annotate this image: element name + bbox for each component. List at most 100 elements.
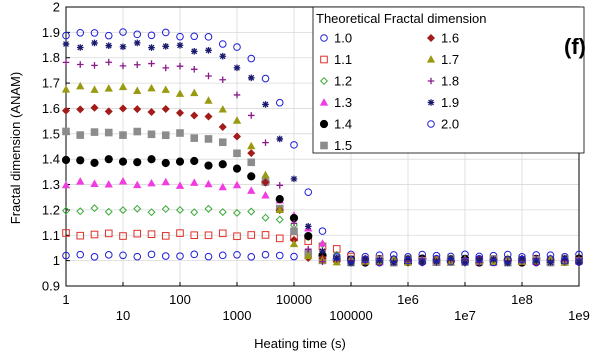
- data-point: [575, 258, 583, 266]
- legend-marker: [320, 141, 328, 150]
- data-point: [261, 170, 270, 179]
- x-axis-title: Heating time (s): [254, 336, 346, 351]
- data-point: [247, 158, 256, 167]
- data-point: [147, 108, 156, 117]
- data-point: [161, 105, 170, 114]
- data-point: [276, 182, 284, 189]
- data-point: [147, 208, 156, 217]
- data-point: [204, 179, 213, 188]
- data-point: [332, 253, 341, 261]
- data-point: [105, 42, 113, 49]
- data-point: [275, 215, 284, 224]
- data-point: [61, 85, 71, 93]
- data-point: [62, 229, 70, 237]
- data-point: [275, 234, 284, 243]
- legend-label: 1.3: [334, 95, 352, 110]
- data-point: [204, 252, 213, 261]
- data-point: [318, 239, 327, 247]
- data-point: [262, 101, 269, 108]
- legend-label: 1.1: [334, 52, 352, 67]
- y-tick-label: 1.6: [42, 101, 60, 116]
- data-point: [104, 207, 113, 216]
- data-point: [290, 252, 298, 261]
- data-point: [418, 258, 427, 267]
- x-tick-label: 100000: [329, 308, 372, 323]
- data-point: [105, 58, 113, 66]
- legend-label: 1.5: [334, 138, 352, 153]
- data-point: [404, 254, 412, 262]
- data-point: [276, 135, 284, 143]
- legend: Theoretical Fractal dimension 1.0 1.1 1.2 1…: [312, 6, 585, 154]
- data-point: [119, 131, 127, 139]
- data-point: [161, 85, 170, 93]
- data-point: [532, 258, 541, 267]
- data-point: [104, 251, 113, 259]
- data-point: [90, 179, 99, 187]
- data-point: [133, 252, 142, 261]
- data-point: [161, 252, 170, 260]
- data-point: [575, 258, 583, 266]
- legend-marker: [319, 119, 329, 129]
- legend-label: 1.0: [334, 31, 352, 46]
- data-point: [218, 40, 227, 48]
- y-tick-label: 1.2: [42, 202, 60, 217]
- data-point: [233, 91, 241, 99]
- data-point: [175, 89, 185, 97]
- data-point: [190, 134, 199, 142]
- data-point: [446, 257, 455, 266]
- data-point: [233, 250, 241, 259]
- data-point: [133, 61, 141, 69]
- y-tick-label: 2: [53, 0, 60, 15]
- data-point: [218, 208, 227, 217]
- data-point: [190, 156, 199, 166]
- data-point: [90, 230, 99, 239]
- data-point: [91, 39, 98, 47]
- x-tick-label: 1: [62, 292, 69, 307]
- data-point: [91, 62, 98, 69]
- data-point: [90, 29, 99, 37]
- data-point: [247, 186, 256, 194]
- data-point: [104, 31, 113, 40]
- data-point: [147, 250, 156, 259]
- data-point: [162, 42, 170, 50]
- data-point: [561, 254, 569, 262]
- legend-marker: [319, 98, 329, 106]
- data-point: [262, 139, 269, 146]
- data-points: [61, 28, 584, 267]
- data-point: [261, 213, 270, 222]
- data-point: [62, 127, 70, 136]
- legend-label: 1.7: [441, 52, 459, 67]
- data-point: [261, 178, 270, 187]
- data-point: [233, 64, 241, 72]
- data-point: [62, 251, 70, 260]
- data-point: [204, 112, 213, 121]
- legend-marker: [427, 77, 435, 85]
- data-point: [218, 160, 227, 169]
- data-point: [119, 43, 127, 51]
- data-point: [118, 206, 128, 215]
- data-point: [218, 182, 227, 191]
- x-tick-label: 1e9: [568, 308, 590, 323]
- data-point: [175, 108, 185, 117]
- y-axis-title: Fractal dimension (ANAM): [8, 72, 23, 224]
- data-point: [233, 43, 241, 51]
- data-point: [532, 257, 540, 265]
- data-point: [247, 112, 255, 119]
- data-point: [247, 74, 255, 82]
- data-point: [205, 72, 212, 80]
- data-point: [118, 157, 128, 166]
- data-point: [304, 188, 313, 196]
- data-point: [62, 31, 70, 40]
- data-point: [90, 204, 99, 213]
- data-point: [104, 107, 113, 116]
- data-point: [76, 28, 85, 37]
- data-point: [290, 141, 298, 149]
- data-point: [219, 52, 227, 60]
- data-point: [218, 105, 227, 113]
- y-axis-ticks: 0.9 1 1.1 1.2 1.3 1.4 1.5 1.6 1.7 1.8 1.9 2: [42, 0, 70, 294]
- data-point: [76, 105, 85, 114]
- x-axis-ticks: 1 10 100 1000 10000 100000 1e6 1e7 1e8 1e9: [62, 282, 590, 323]
- data-point: [119, 232, 127, 240]
- data-point: [319, 247, 326, 255]
- data-point: [176, 129, 184, 137]
